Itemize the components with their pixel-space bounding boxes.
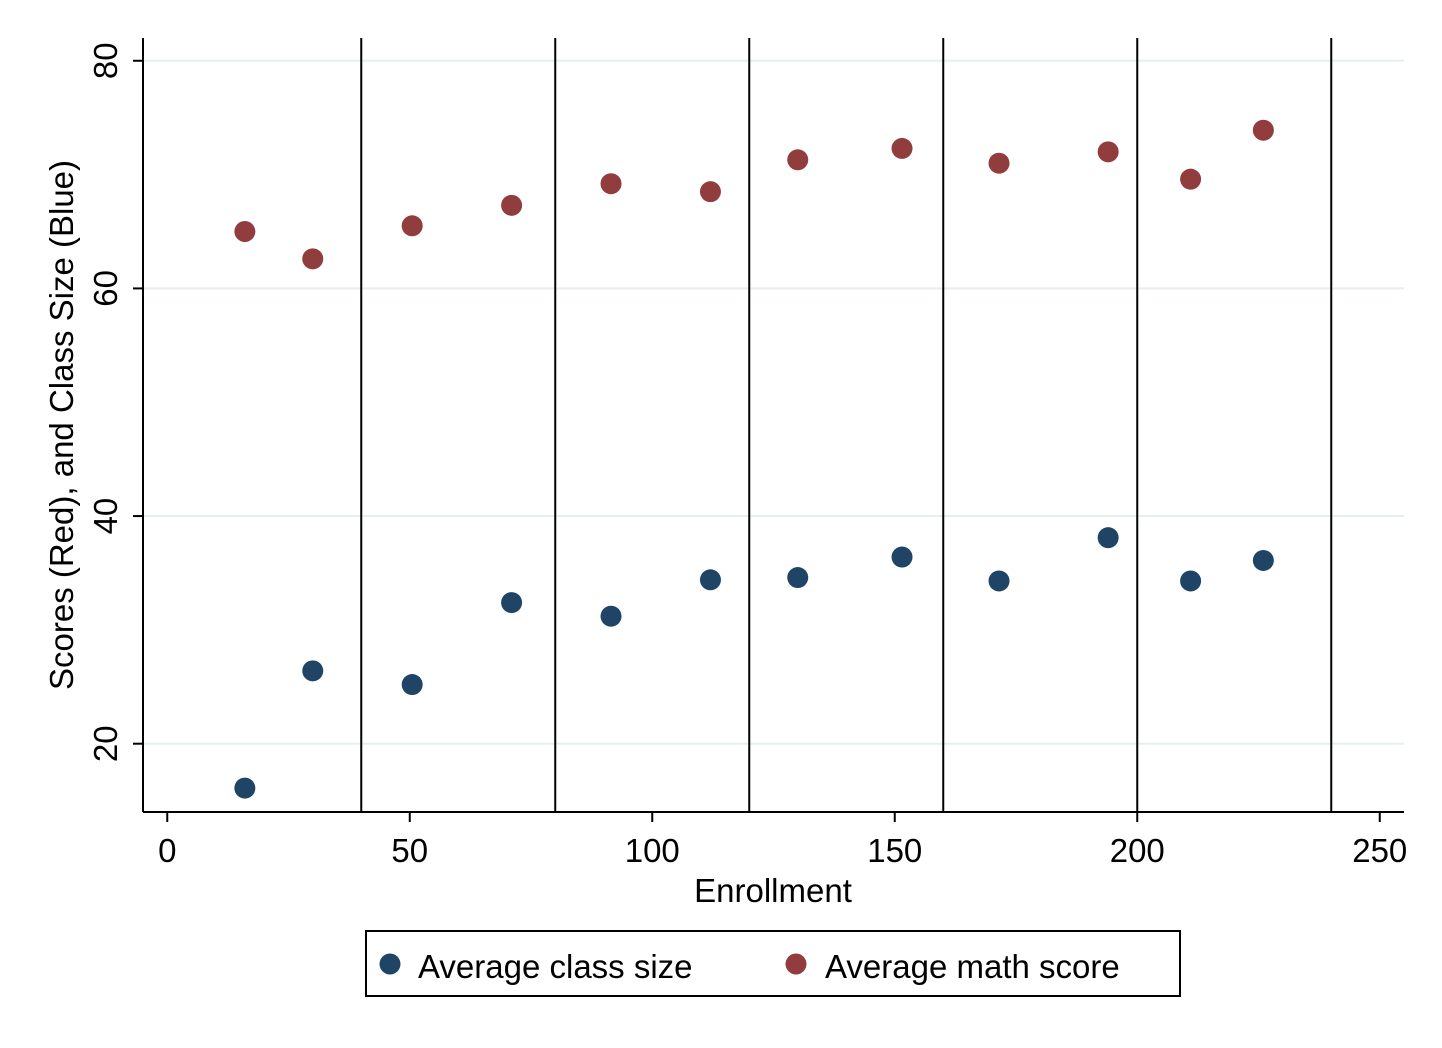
point-average-class-size-0	[234, 777, 256, 799]
point-average-math-score-11	[1252, 119, 1274, 141]
x-tick-label-150: 150	[867, 832, 922, 869]
point-average-math-score-1	[302, 248, 324, 270]
legend-box	[365, 930, 1181, 997]
point-average-math-score-4	[600, 173, 622, 195]
point-average-class-size-4	[600, 605, 622, 627]
x-tick-label-100: 100	[625, 832, 680, 869]
x-tick-label-0: 0	[158, 832, 176, 869]
legend: Average class size Average math score	[365, 930, 1181, 997]
point-average-class-size-10	[1180, 570, 1202, 592]
enrollment-cutoff-lines	[360, 38, 1333, 812]
y-tick-label-40: 40	[87, 498, 124, 535]
x-tick-label-250: 250	[1352, 832, 1407, 869]
point-average-class-size-8	[988, 570, 1010, 592]
point-average-class-size-11	[1252, 549, 1274, 571]
y-axis-title: Scores (Red), and Class Size (Blue)	[43, 160, 80, 690]
point-average-math-score-5	[699, 181, 721, 203]
point-average-class-size-1	[302, 660, 324, 682]
point-average-class-size-2	[401, 674, 423, 696]
y-tick-label-20: 20	[87, 725, 124, 762]
point-average-class-size-3	[501, 592, 523, 614]
data-points	[234, 119, 1274, 799]
x-axis-title: Enrollment	[694, 872, 852, 909]
point-average-math-score-8	[988, 152, 1010, 174]
point-average-class-size-7	[891, 546, 913, 568]
point-average-class-size-9	[1097, 527, 1119, 549]
point-average-math-score-6	[787, 149, 809, 171]
legend-marker-average-class-size	[379, 953, 401, 975]
point-average-math-score-3	[501, 194, 523, 216]
point-average-math-score-0	[234, 221, 256, 242]
point-average-math-score-2	[401, 215, 423, 237]
legend-label-average-math-score: Average math score	[825, 948, 1120, 985]
grid-lines	[143, 59, 1404, 745]
x-tick-label-50: 50	[391, 832, 428, 869]
y-tick-label-80: 80	[87, 42, 124, 79]
x-tick-label-200: 200	[1110, 832, 1165, 869]
point-average-class-size-6	[787, 567, 809, 589]
point-average-math-score-9	[1097, 141, 1119, 163]
legend-marker-average-math-score	[785, 953, 807, 975]
y-axis-ticks: 20 40 60 80	[87, 42, 143, 762]
y-tick-label-60: 60	[87, 270, 124, 307]
legend-label-average-class-size: Average class size	[418, 948, 693, 985]
x-axis-ticks: 0 50 100 150 200 250	[158, 812, 1407, 869]
axes	[142, 38, 1404, 813]
point-average-math-score-10	[1180, 168, 1202, 190]
point-average-math-score-7	[891, 137, 913, 159]
point-average-class-size-5	[699, 569, 721, 591]
